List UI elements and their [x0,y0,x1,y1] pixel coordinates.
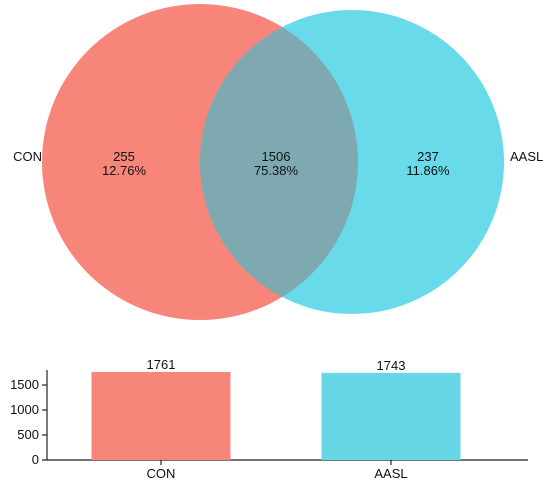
y-tick-label: 500 [17,427,39,442]
venn-con-only-percent: 12.76% [102,163,147,178]
venn-set-label-aasl: AASL [510,149,543,164]
venn-con-only-count: 255 [113,149,135,164]
y-tick-label: 0 [32,452,39,467]
venn-aasl-only-percent: 11.86% [406,163,450,178]
venn-aasl-only-count: 237 [417,149,439,164]
bar-con [91,371,231,460]
venn-intersection-count: 1506 [262,149,291,164]
x-tick-label-aasl: AASL [374,466,407,481]
y-ticks: 0 500 1000 1500 [10,377,47,467]
x-tick-label-con: CON [147,466,176,481]
x-ticks: CON AASL [147,460,408,481]
venn-set-label-con: CON [13,149,42,164]
bar-value-label-con: 1761 [147,357,176,372]
venn-intersection [200,10,358,314]
bar-aasl [321,372,461,460]
venn-diagram: CON AASL 255 12.76% 1506 75.38% 237 11.8… [13,4,543,320]
bars-layer: 1761 1743 [91,357,461,460]
bar-value-label-aasl: 1743 [377,358,406,373]
y-tick-label: 1500 [10,377,39,392]
y-tick-label: 1000 [10,402,39,417]
bar-chart: 1761 1743 0 500 1000 1500 CON AASL [10,357,528,481]
venn-intersection-percent: 75.38% [254,163,299,178]
